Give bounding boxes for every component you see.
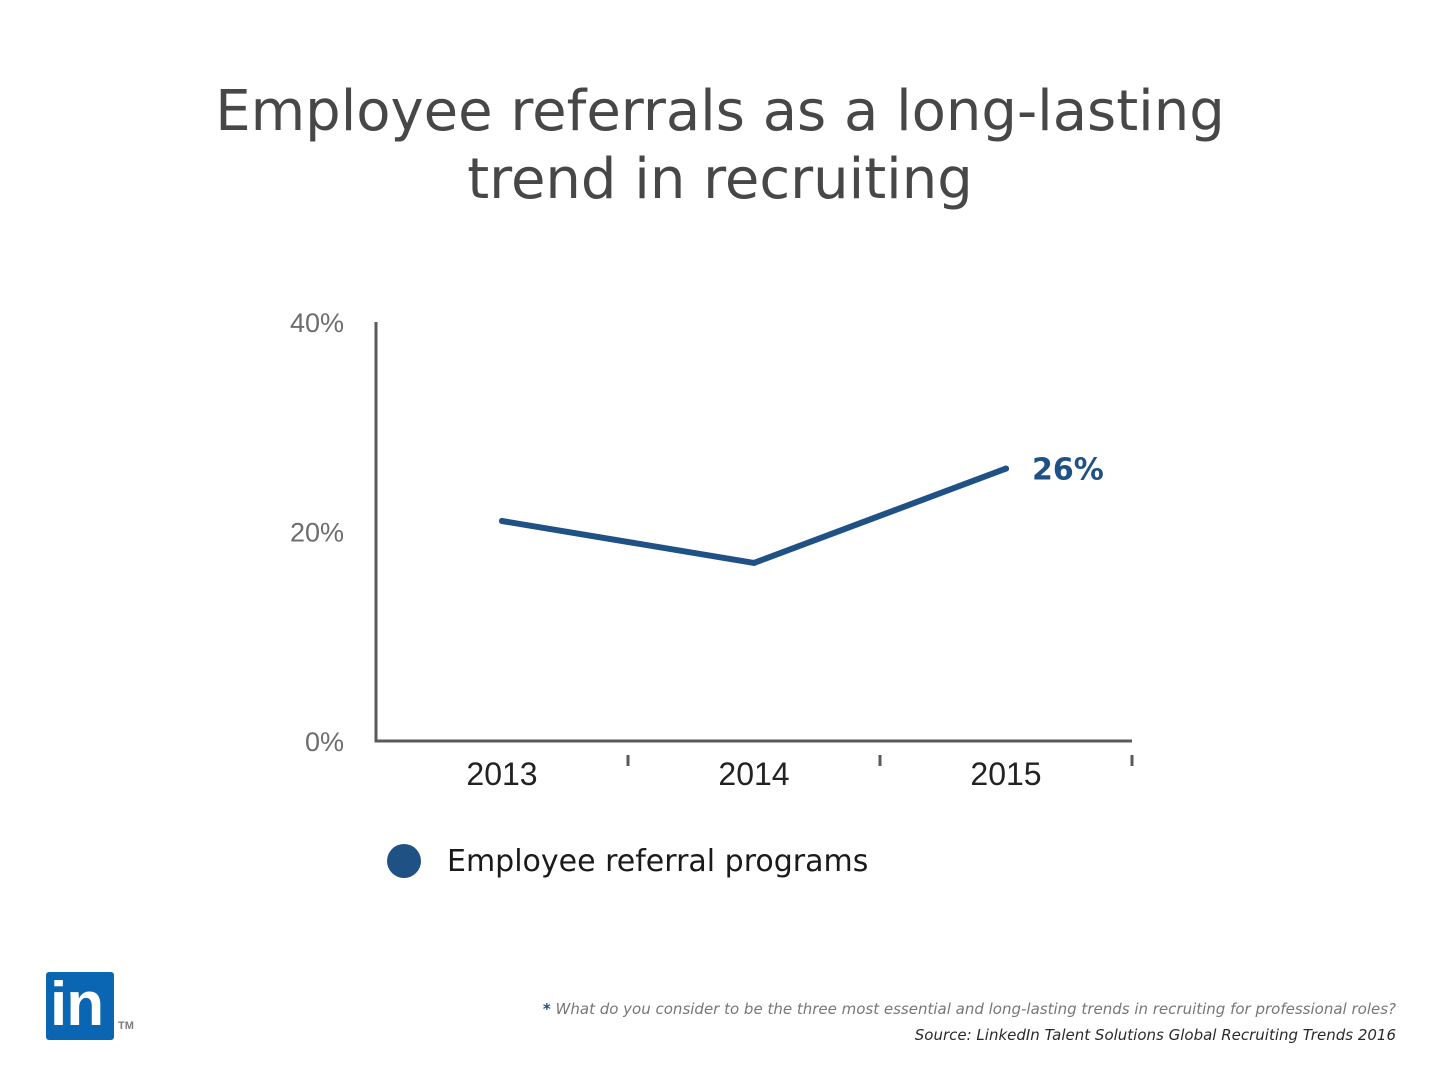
x-tick-label: 2014 (718, 756, 789, 792)
linkedin-logo-text: in (50, 972, 104, 1039)
legend-label: Employee referral programs (447, 843, 869, 879)
y-tick-label: 20% (290, 518, 344, 548)
footnote-marker: * (542, 1000, 551, 1018)
chart-title-line-2: trend in recruiting (467, 147, 973, 212)
legend-marker (387, 844, 421, 878)
data-point (499, 518, 505, 525)
footnote-text: What do you consider to be the three mos… (550, 1000, 1396, 1018)
x-tick-label: 2013 (466, 756, 537, 792)
data-point (1003, 465, 1009, 472)
chart-title: Employee referrals as a long-lasting tre… (0, 78, 1440, 214)
trademark-mark: TM (118, 1020, 134, 1032)
y-tick-label: 40% (290, 308, 344, 338)
linkedin-logo: in (46, 972, 114, 1040)
data-point (751, 559, 757, 566)
series-line-employee-referral-programs (499, 465, 1009, 566)
end-value-label: 26% (1032, 453, 1104, 488)
footnote: * What do you consider to be the three m… (543, 1000, 1396, 1018)
x-tick-label: 2015 (970, 756, 1041, 792)
source-note: Source: LinkedIn Talent Solutions Global… (914, 1026, 1396, 1044)
y-tick-label: 0% (305, 727, 344, 757)
chart-title-line-1: Employee referrals as a long-lasting (215, 79, 1225, 144)
legend: Employee referral programs (387, 838, 868, 884)
